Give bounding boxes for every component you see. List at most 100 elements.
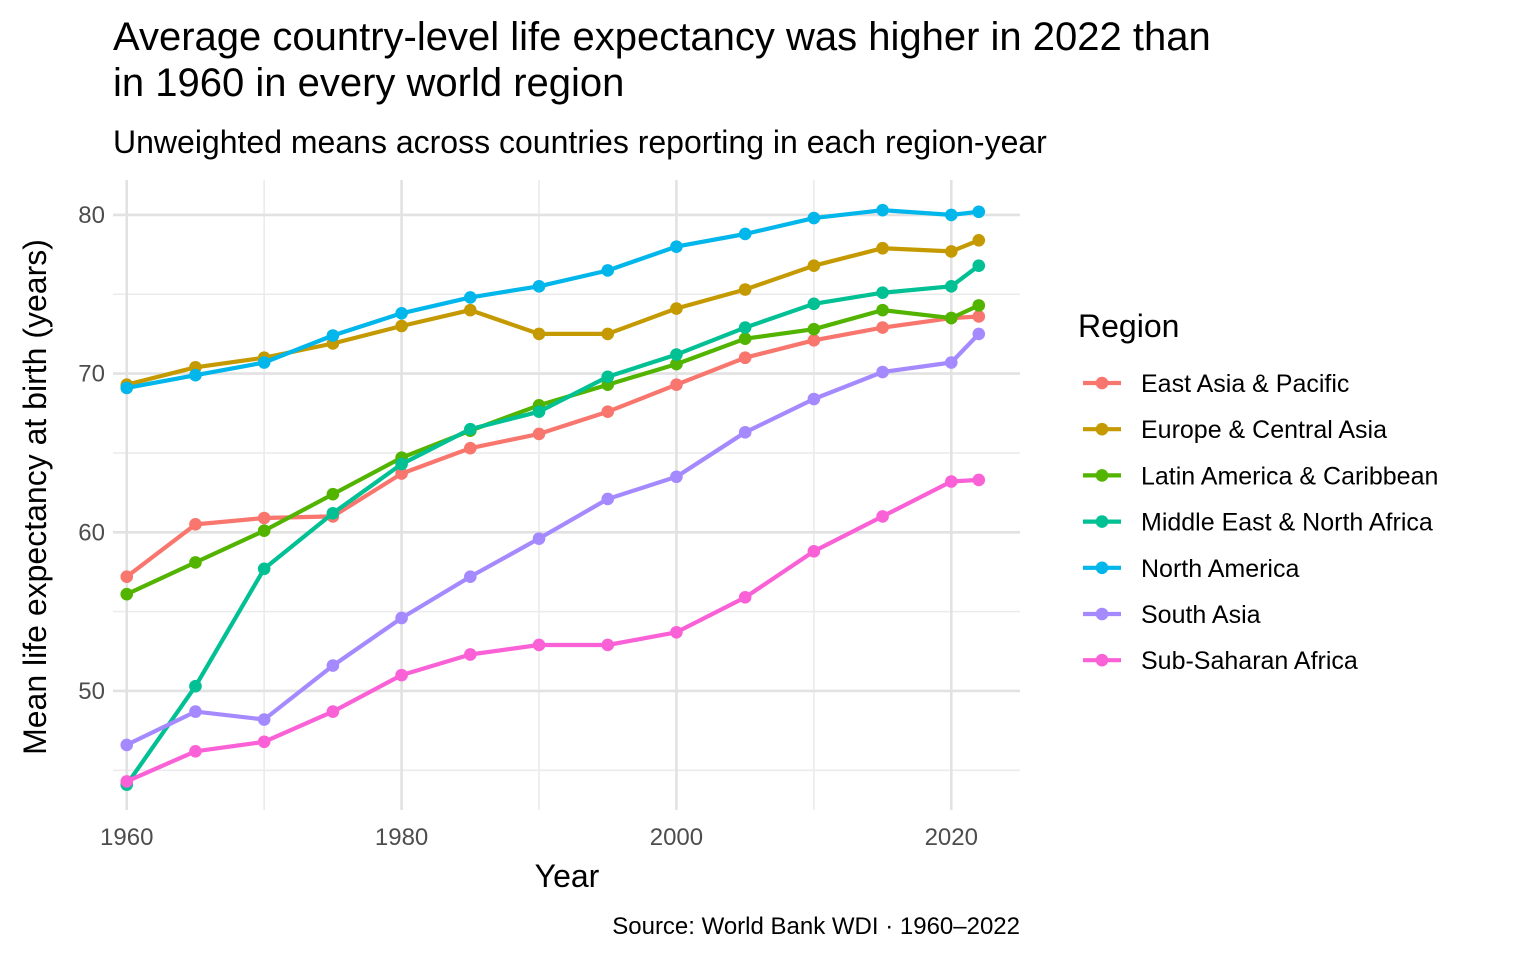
legend-title: Region: [1078, 308, 1179, 344]
data-point-middle-east-north-africa: [972, 259, 986, 272]
data-point-south-asia: [876, 365, 889, 379]
data-point-sub-saharan-africa: [532, 638, 546, 652]
data-point-south-asia: [395, 611, 408, 625]
legend-label-east-asia-pacific: East Asia & Pacific: [1141, 370, 1349, 398]
y-tick-label: 60: [78, 519, 105, 546]
data-point-europe-central-asia: [738, 283, 752, 296]
data-point-east-asia-pacific: [189, 518, 202, 531]
data-point-europe-central-asia: [972, 234, 986, 247]
x-tick-label: 2020: [925, 824, 978, 851]
series-line-latin-america-caribbean: [124, 303, 981, 597]
x-axis-ticks: 1960 1980 2000 2020: [100, 824, 978, 851]
x-tick-label: 1960: [100, 824, 153, 851]
legend-key-point-latin-america-caribbean: [1095, 469, 1109, 482]
legend-key-point-north-america: [1095, 561, 1109, 575]
data-point-south-asia: [189, 705, 202, 718]
legend-key-point-middle-east-north-africa: [1095, 515, 1109, 528]
data-point-middle-east-north-africa: [189, 679, 202, 693]
data-point-sub-saharan-africa: [738, 591, 752, 604]
data-point-south-asia: [532, 532, 546, 545]
y-axis-title: Mean life expectancy at birth (years): [17, 239, 53, 755]
grid-major: [113, 180, 1020, 810]
x-tick-label: 2000: [650, 824, 703, 851]
data-point-north-america: [876, 203, 889, 217]
series-line-sub-saharan-africa: [124, 477, 981, 784]
data-point-sub-saharan-africa: [120, 775, 134, 788]
data-point-latin-america-caribbean: [189, 556, 202, 569]
series-line-east-asia-pacific: [124, 314, 981, 579]
data-point-east-asia-pacific: [464, 441, 477, 455]
data-point-europe-central-asia: [532, 327, 546, 341]
data-point-latin-america-caribbean: [807, 322, 821, 336]
data-point-east-asia-pacific: [532, 427, 546, 441]
legend-key-point-europe-central-asia: [1095, 422, 1109, 436]
data-point-europe-central-asia: [876, 241, 889, 255]
data-point-north-america: [944, 208, 958, 222]
data-point-middle-east-north-africa: [601, 370, 615, 384]
series-layer: [120, 203, 986, 791]
data-point-sub-saharan-africa: [670, 625, 683, 639]
legend-key-point-south-asia: [1095, 607, 1109, 621]
y-tick-label: 50: [78, 678, 105, 705]
data-point-latin-america-caribbean: [257, 524, 271, 538]
y-tick-label: 70: [78, 361, 105, 388]
data-point-sub-saharan-africa: [876, 510, 889, 523]
data-point-sub-saharan-africa: [944, 475, 958, 488]
data-point-sub-saharan-africa: [189, 744, 202, 758]
data-point-east-asia-pacific: [807, 333, 821, 347]
data-point-europe-central-asia: [807, 259, 821, 272]
data-point-latin-america-caribbean: [944, 311, 958, 325]
data-point-europe-central-asia: [944, 245, 958, 258]
legend-label-europe-central-asia: Europe & Central Asia: [1141, 416, 1387, 444]
data-point-latin-america-caribbean: [326, 487, 340, 501]
data-point-north-america: [670, 240, 683, 253]
data-point-north-america: [532, 280, 546, 293]
data-point-sub-saharan-africa: [464, 648, 477, 661]
data-point-middle-east-north-africa: [532, 405, 546, 418]
data-point-south-asia: [601, 492, 615, 506]
data-point-east-asia-pacific: [670, 378, 683, 392]
series-line-south-asia: [124, 331, 981, 748]
data-point-latin-america-caribbean: [876, 303, 889, 317]
data-point-north-america: [972, 205, 986, 219]
data-point-north-america: [738, 227, 752, 241]
data-point-middle-east-north-africa: [257, 562, 271, 576]
data-point-north-america: [395, 306, 408, 320]
chart-title-line-2: in 1960 in every world region: [113, 61, 625, 105]
data-point-sub-saharan-africa: [601, 638, 615, 652]
data-point-europe-central-asia: [464, 303, 477, 317]
x-axis-title: Year: [535, 858, 600, 894]
data-point-south-asia: [807, 392, 821, 406]
legend-label-south-asia: South Asia: [1141, 601, 1261, 629]
data-point-east-asia-pacific: [257, 511, 271, 525]
y-tick-label: 80: [78, 202, 105, 229]
chart-caption: Source: World Bank WDI · 1960–2022: [612, 913, 1020, 940]
legend-key-point-east-asia-pacific: [1095, 376, 1109, 390]
data-point-middle-east-north-africa: [876, 286, 889, 299]
data-point-south-asia: [738, 426, 752, 439]
data-point-europe-central-asia: [601, 327, 615, 341]
data-point-middle-east-north-africa: [395, 457, 408, 471]
data-point-north-america: [189, 368, 202, 382]
data-point-sub-saharan-africa: [972, 473, 986, 487]
series-line-middle-east-north-africa: [124, 263, 981, 787]
data-point-south-asia: [670, 470, 683, 484]
data-point-sub-saharan-africa: [395, 668, 408, 682]
series-line-europe-central-asia: [124, 238, 981, 387]
data-point-south-asia: [944, 356, 958, 369]
data-point-east-asia-pacific: [395, 467, 408, 480]
data-point-sub-saharan-africa: [257, 735, 271, 749]
data-point-middle-east-north-africa: [807, 297, 821, 311]
data-point-middle-east-north-africa: [670, 348, 683, 361]
data-point-east-asia-pacific: [601, 405, 615, 418]
data-point-north-america: [807, 211, 821, 225]
legend-label-sub-saharan-africa: Sub-Saharan Africa: [1141, 647, 1358, 675]
data-point-south-asia: [120, 738, 134, 752]
data-point-latin-america-caribbean: [972, 299, 986, 312]
data-point-europe-central-asia: [670, 302, 683, 315]
data-point-latin-america-caribbean: [120, 587, 134, 601]
x-tick-label: 1980: [375, 824, 428, 851]
legend-label-latin-america-caribbean: Latin America & Caribbean: [1141, 462, 1438, 490]
data-point-middle-east-north-africa: [464, 422, 477, 436]
